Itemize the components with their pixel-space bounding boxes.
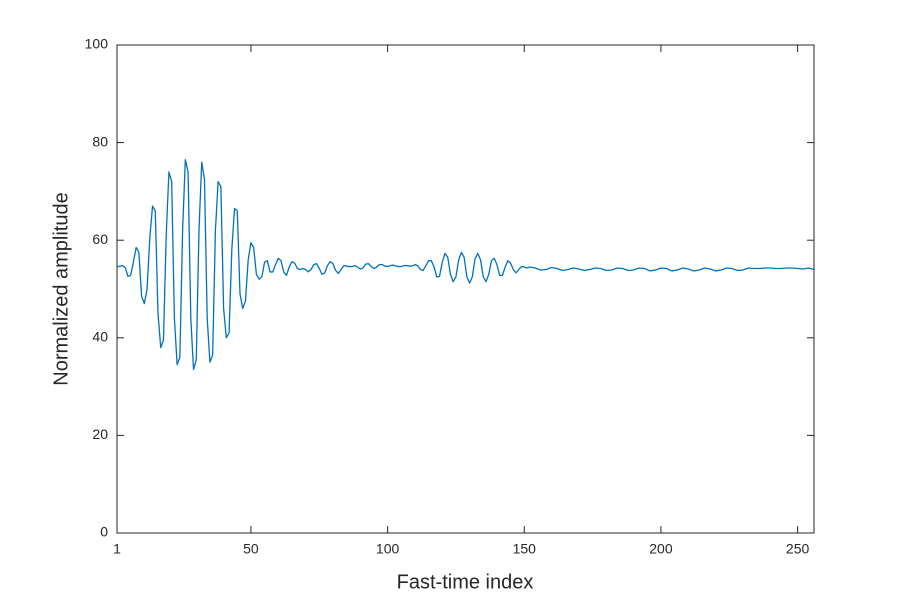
x-tick-label: 250 (786, 541, 810, 557)
y-tick-label: 0 (100, 524, 108, 540)
y-tick-label: 100 (85, 36, 109, 52)
y-tick-label: 60 (92, 231, 108, 247)
x-axis-label: Fast-time index (397, 571, 534, 593)
x-tick-label: 200 (649, 541, 673, 557)
signal-line (116, 159, 815, 371)
y-tick-label: 20 (92, 426, 108, 442)
y-tick-label: 80 (92, 133, 108, 149)
plot-area (116, 44, 815, 534)
x-tick-label: 1 (113, 541, 121, 557)
y-axis-label: Normalized amplitude (50, 192, 72, 385)
x-tick-label: 50 (243, 541, 259, 557)
x-tick-label: 150 (513, 541, 537, 557)
y-tick-label: 40 (92, 329, 108, 345)
x-tick-label: 100 (376, 541, 400, 557)
